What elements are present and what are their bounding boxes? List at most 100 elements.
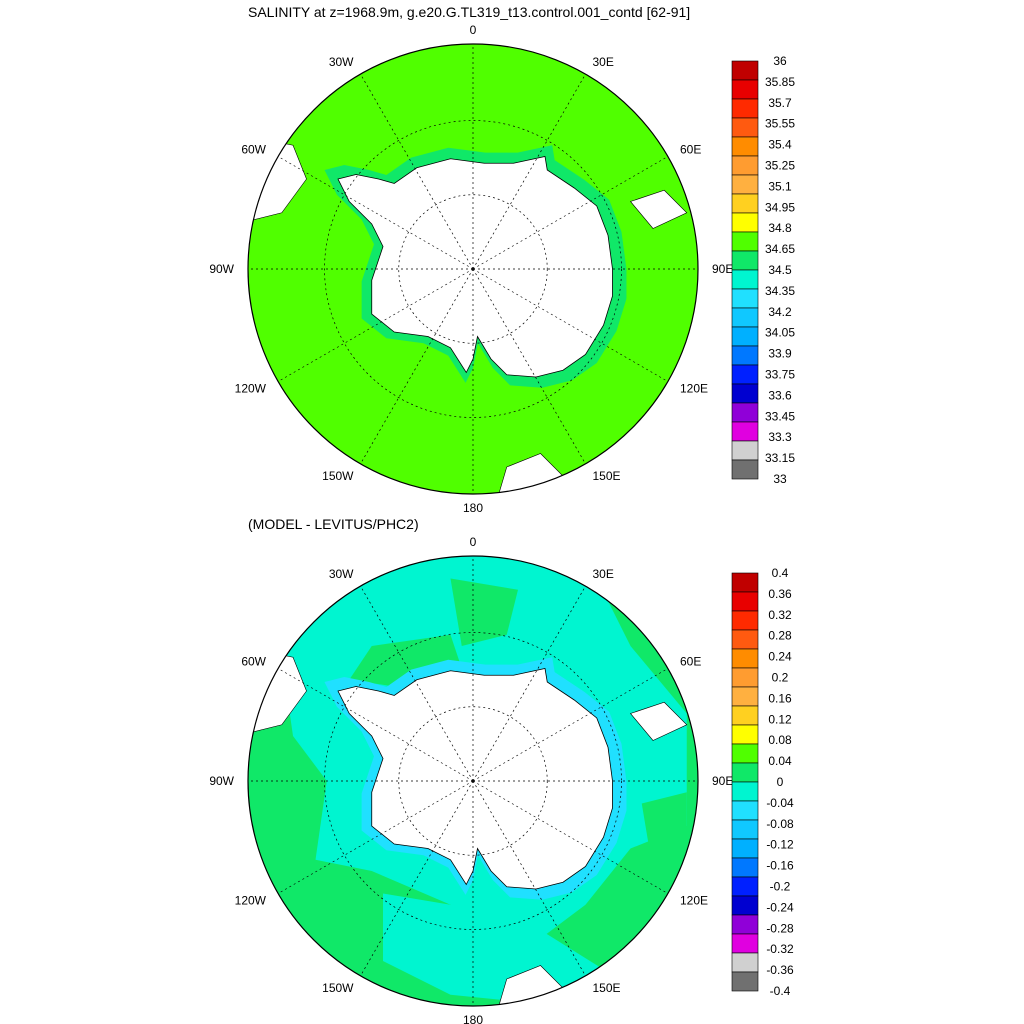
land-mass bbox=[629, 189, 688, 229]
colorbar-label: 0.16 bbox=[768, 691, 792, 705]
colorbar-label: 34.35 bbox=[765, 284, 795, 298]
longitude-label: 90W bbox=[209, 262, 234, 276]
colorbar-swatch bbox=[731, 781, 759, 802]
longitude-label: 150E bbox=[593, 981, 621, 995]
colorbar-swatch bbox=[731, 364, 759, 385]
colorbar-label: 36 bbox=[773, 54, 787, 68]
colorbar-swatch bbox=[731, 250, 759, 271]
colorbar-swatch bbox=[731, 155, 759, 176]
colorbar-label: 34.8 bbox=[768, 221, 792, 235]
colorbar-swatch bbox=[731, 421, 759, 442]
longitude-label: 120E bbox=[680, 894, 708, 908]
colorbar-label: 35.25 bbox=[765, 159, 795, 173]
colorbar-swatch bbox=[731, 307, 759, 328]
bottom-panel-title: (MODEL - LEVITUS/PHC2) bbox=[248, 516, 419, 532]
colorbar-label: 35.85 bbox=[765, 75, 795, 89]
colorbar-label: -0.28 bbox=[766, 921, 794, 935]
colorbar-label: 33.15 bbox=[765, 451, 795, 465]
colorbar-swatch bbox=[731, 667, 759, 688]
antarctica-land bbox=[337, 668, 613, 890]
difference-map-panel: 0 30E 60E 90E 120E 150E 180 150W 120W 90W 60W 30W bbox=[209, 535, 733, 1024]
longitude-label: 60W bbox=[241, 655, 266, 669]
anomaly-patch bbox=[641, 792, 687, 883]
colorbar-label: -0.24 bbox=[766, 900, 794, 914]
colorbar-swatch bbox=[731, 174, 759, 195]
colorbar-label: 0.24 bbox=[768, 650, 792, 664]
colorbar-label: -0.08 bbox=[766, 817, 794, 831]
latitude-circle bbox=[398, 194, 548, 344]
colorbar-label: 35.1 bbox=[768, 179, 792, 193]
colorbar-swatch bbox=[731, 629, 759, 650]
latitude-circle bbox=[324, 120, 622, 418]
longitude-label: 120W bbox=[235, 894, 267, 908]
colorbar-label: 0 bbox=[777, 775, 784, 789]
longitude-label: 30W bbox=[329, 55, 354, 69]
colorbar-label: -0.2 bbox=[770, 880, 791, 894]
colorbar-label: 34.2 bbox=[768, 305, 792, 319]
difference-colorbar: 0.4 0.36 0.32 0.28 0.24 0.2 0.16 0.12 0.08 0.04 0 -… bbox=[731, 566, 794, 998]
colorbar-swatch bbox=[731, 402, 759, 423]
colorbar-swatch bbox=[731, 952, 759, 973]
colorbar-swatch bbox=[731, 686, 759, 707]
colorbar-swatch bbox=[731, 212, 759, 233]
colorbar-label: 0.2 bbox=[772, 671, 789, 685]
colorbar-swatch bbox=[731, 193, 759, 214]
anomaly-patch bbox=[248, 769, 316, 860]
longitude-label: 120E bbox=[680, 382, 708, 396]
longitude-label: 30E bbox=[593, 567, 614, 581]
colorbar-swatch bbox=[731, 762, 759, 783]
colorbar-swatch bbox=[731, 591, 759, 612]
colorbar-swatch bbox=[731, 800, 759, 821]
anomaly-patch bbox=[450, 578, 518, 646]
colorbar-swatch bbox=[731, 648, 759, 669]
salinity-map-panel: 0 30E 60E 90E 120E 150E 180 150W 120W 90W 60W 30W bbox=[209, 23, 733, 515]
colorbar-label: 33.6 bbox=[768, 388, 792, 402]
colorbar-label: 35.4 bbox=[768, 138, 792, 152]
colorbar-label: 0.04 bbox=[768, 754, 792, 768]
longitude-label: 60E bbox=[680, 655, 701, 669]
colorbar-swatch bbox=[731, 857, 759, 878]
colorbar-label: 34.05 bbox=[765, 326, 795, 340]
colorbar-label: 35.7 bbox=[768, 96, 792, 110]
map-border bbox=[247, 43, 699, 495]
colorbar-swatch bbox=[731, 819, 759, 840]
colorbar-label: -0.04 bbox=[766, 796, 794, 810]
longitude-label: 60W bbox=[241, 143, 266, 157]
colorbar-label: 0.36 bbox=[768, 587, 792, 601]
colorbar-label: 0.12 bbox=[768, 712, 792, 726]
antarctica-land bbox=[337, 156, 613, 378]
salinity-colorbar: 36 35.85 35.7 35.55 35.4 35.25 35.1 34.95 34.8 34… bbox=[731, 54, 795, 486]
colorbar-swatch bbox=[731, 838, 759, 859]
colorbar-label: 0.28 bbox=[768, 629, 792, 643]
colorbar-swatch bbox=[731, 724, 759, 745]
colorbar-swatch bbox=[731, 269, 759, 290]
colorbar-swatch bbox=[731, 572, 759, 593]
colorbar-swatch bbox=[731, 459, 759, 480]
colorbar-label: -0.4 bbox=[770, 984, 791, 998]
longitude-label: 180 bbox=[463, 1013, 483, 1024]
land-mass bbox=[629, 701, 688, 741]
colorbar-swatch bbox=[731, 79, 759, 100]
colorbar-label: 35.55 bbox=[765, 117, 795, 131]
longitude-label: 90E bbox=[712, 262, 733, 276]
colorbar-swatch bbox=[731, 383, 759, 404]
longitude-label: 180 bbox=[463, 501, 483, 515]
longitude-label: 150W bbox=[322, 981, 354, 995]
colorbar-swatch bbox=[731, 345, 759, 366]
colorbar-label: -0.12 bbox=[766, 838, 794, 852]
colorbar-label: -0.36 bbox=[766, 963, 794, 977]
colorbar-label: 0.4 bbox=[772, 566, 789, 580]
map-border bbox=[247, 555, 699, 1007]
colorbar-label: -0.32 bbox=[766, 942, 794, 956]
longitude-label: 60E bbox=[680, 143, 701, 157]
colorbar-label: 33 bbox=[773, 472, 787, 486]
longitude-label: 30W bbox=[329, 567, 354, 581]
latitude-circle bbox=[398, 706, 548, 856]
colorbar-label: 33.45 bbox=[765, 409, 795, 423]
colorbar-label: -0.16 bbox=[766, 859, 794, 873]
longitude-label: 90E bbox=[712, 774, 733, 788]
colorbar-label: 34.95 bbox=[765, 200, 795, 214]
colorbar-label: 33.75 bbox=[765, 368, 795, 382]
colorbar-swatch bbox=[731, 895, 759, 916]
